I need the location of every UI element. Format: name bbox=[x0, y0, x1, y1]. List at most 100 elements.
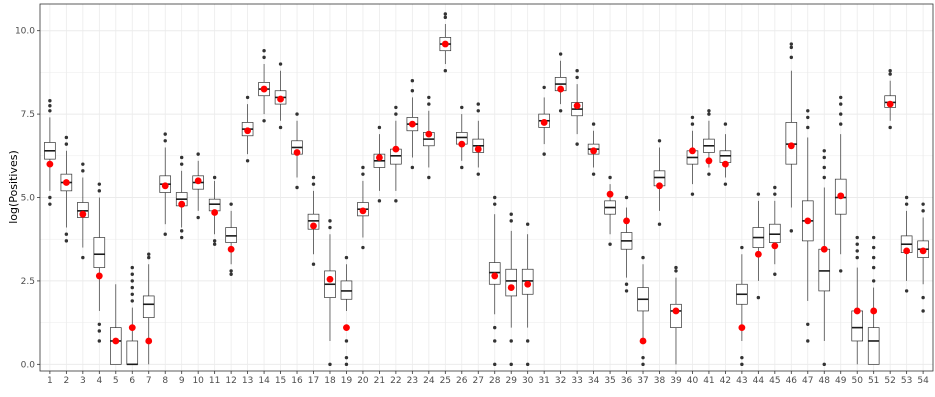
outlier-point bbox=[871, 255, 876, 260]
mean-point bbox=[886, 100, 894, 108]
mean-point bbox=[903, 247, 911, 255]
outlier-point bbox=[147, 252, 151, 256]
outlier-point bbox=[229, 272, 233, 276]
outlier-point bbox=[871, 265, 876, 270]
x-tick-label: 32 bbox=[555, 376, 566, 386]
outlier-point bbox=[806, 339, 810, 343]
outlier-point bbox=[509, 212, 513, 216]
box-30 bbox=[521, 222, 534, 367]
outlier-point bbox=[822, 149, 826, 153]
mean-point bbox=[62, 179, 70, 186]
x-tick-label: 5 bbox=[113, 376, 119, 386]
box-29 bbox=[505, 212, 518, 367]
outlier-point bbox=[822, 165, 826, 170]
mean-point bbox=[771, 242, 779, 250]
outlier-point bbox=[806, 322, 810, 326]
outlier-point bbox=[624, 282, 629, 286]
x-tick-label: 16 bbox=[291, 376, 303, 386]
outlier-point bbox=[130, 299, 134, 303]
mean-point bbox=[194, 177, 202, 185]
box-53 bbox=[900, 195, 913, 293]
box-2 bbox=[60, 135, 73, 243]
box-body bbox=[93, 237, 106, 268]
box-36 bbox=[620, 195, 633, 293]
mean-point bbox=[277, 95, 284, 103]
panel-border bbox=[39, 3, 934, 372]
outlier-point bbox=[740, 355, 744, 360]
box-26 bbox=[455, 105, 468, 170]
box-14 bbox=[258, 49, 270, 123]
outlier-point bbox=[558, 109, 563, 113]
outlier-point bbox=[245, 159, 250, 163]
mean-point bbox=[507, 284, 515, 291]
box-35 bbox=[604, 175, 616, 246]
outlier-point bbox=[64, 135, 69, 140]
outlier-point bbox=[64, 239, 69, 243]
y-tick-label: 7.5 bbox=[21, 110, 35, 120]
outlier-point bbox=[921, 295, 925, 300]
box-11 bbox=[208, 175, 221, 246]
box-45 bbox=[769, 185, 781, 276]
x-tick-label: 37 bbox=[637, 376, 648, 386]
mean-point bbox=[590, 147, 597, 155]
box-19 bbox=[340, 255, 353, 367]
x-tick-label: 54 bbox=[917, 376, 929, 386]
box-23 bbox=[406, 79, 419, 170]
outlier-point bbox=[921, 309, 925, 313]
outlier-point bbox=[311, 175, 316, 180]
mean-point bbox=[738, 324, 746, 332]
outlier-point bbox=[657, 222, 662, 226]
box-1 bbox=[44, 99, 56, 206]
box-8 bbox=[159, 132, 172, 236]
mean-point bbox=[359, 207, 367, 215]
box-43 bbox=[736, 245, 748, 367]
box-body bbox=[142, 295, 155, 318]
box-22 bbox=[390, 105, 402, 203]
y-tick-label: 2.5 bbox=[21, 277, 35, 287]
box-body bbox=[225, 227, 237, 243]
outlier-point bbox=[904, 289, 909, 293]
x-tick-label: 41 bbox=[703, 376, 714, 386]
mean-point bbox=[573, 102, 581, 110]
box-5 bbox=[110, 284, 122, 365]
mean-point bbox=[919, 247, 927, 255]
box-46 bbox=[785, 42, 798, 233]
mean-point bbox=[837, 192, 845, 200]
outlier-point bbox=[871, 235, 876, 240]
box-10 bbox=[192, 152, 204, 220]
outlier-point bbox=[493, 195, 497, 200]
box-body bbox=[670, 303, 682, 328]
outlier-point bbox=[525, 222, 530, 226]
outlier-point bbox=[690, 122, 695, 126]
x-tick-label: 27 bbox=[473, 376, 484, 386]
outlier-point bbox=[740, 362, 744, 367]
outlier-point bbox=[839, 112, 843, 116]
x-tick-label: 33 bbox=[571, 376, 582, 386]
mean-point bbox=[804, 217, 812, 225]
outlier-point bbox=[608, 242, 612, 246]
x-tick-label: 2 bbox=[63, 376, 69, 386]
outlier-point bbox=[295, 112, 299, 116]
mean-point bbox=[623, 217, 630, 225]
outlier-point bbox=[707, 109, 711, 113]
mean-point bbox=[540, 119, 548, 126]
outlier-point bbox=[427, 95, 431, 100]
x-tick-label: 14 bbox=[258, 376, 270, 386]
outlier-point bbox=[888, 125, 892, 130]
mean-point bbox=[293, 149, 301, 156]
outlier-point bbox=[130, 265, 134, 270]
box-44 bbox=[752, 192, 765, 300]
outlier-point bbox=[212, 242, 217, 246]
outlier-point bbox=[460, 165, 464, 170]
x-tick-label: 15 bbox=[275, 376, 286, 386]
box-25 bbox=[439, 12, 452, 73]
outlier-point bbox=[81, 255, 85, 260]
outlier-point bbox=[641, 255, 645, 260]
outlier-point bbox=[328, 219, 332, 223]
outlier-point bbox=[212, 175, 217, 180]
outlier-point bbox=[871, 245, 876, 250]
box-51 bbox=[867, 235, 880, 365]
mean-point bbox=[260, 85, 268, 93]
outlier-point bbox=[361, 165, 365, 170]
x-tick-label: 53 bbox=[901, 376, 912, 386]
